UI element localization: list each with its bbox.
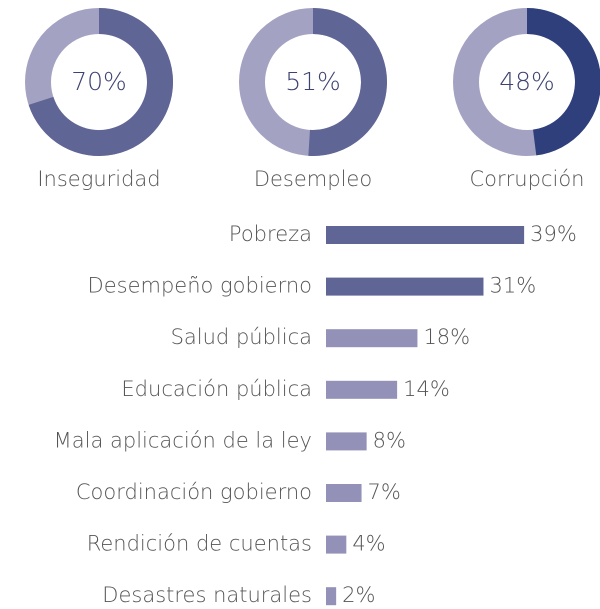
bar <box>326 432 367 451</box>
value-label: 8% <box>373 428 406 452</box>
donut-title: Inseguridad <box>37 167 160 191</box>
value-label: 4% <box>352 532 385 556</box>
value-label: 18% <box>423 325 470 349</box>
category-label: Pobreza <box>229 222 312 246</box>
bar <box>326 587 337 606</box>
donut-title: Corrupción <box>470 167 585 191</box>
bar <box>326 380 398 399</box>
category-label: Desastres naturales <box>102 583 312 607</box>
donut-value-label: 51% <box>285 67 341 96</box>
category-label: Rendición de cuentas <box>87 532 312 556</box>
donut-value-label: 48% <box>499 67 555 96</box>
category-label: Desempeño gobierno <box>88 274 312 298</box>
value-label: 7% <box>368 480 401 504</box>
value-label: 39% <box>530 222 577 246</box>
bar <box>326 277 484 296</box>
donut-arc <box>308 8 387 156</box>
donut-value-label: 70% <box>71 67 127 96</box>
donut-arc <box>526 8 600 156</box>
category-label: Salud pública <box>171 325 312 349</box>
value-label: 14% <box>403 377 450 401</box>
category-label: Educación pública <box>121 377 312 401</box>
bar <box>326 329 418 348</box>
category-label: Coordinación gobierno <box>76 480 312 504</box>
bar <box>326 484 362 502</box>
bar <box>326 535 347 554</box>
donut-title: Desempleo <box>254 167 372 191</box>
donut-arc <box>28 8 173 156</box>
category-label: Mala aplicación de la ley <box>54 428 312 452</box>
value-label: 31% <box>489 274 536 298</box>
value-label: 2% <box>342 583 375 607</box>
bar <box>326 226 525 244</box>
